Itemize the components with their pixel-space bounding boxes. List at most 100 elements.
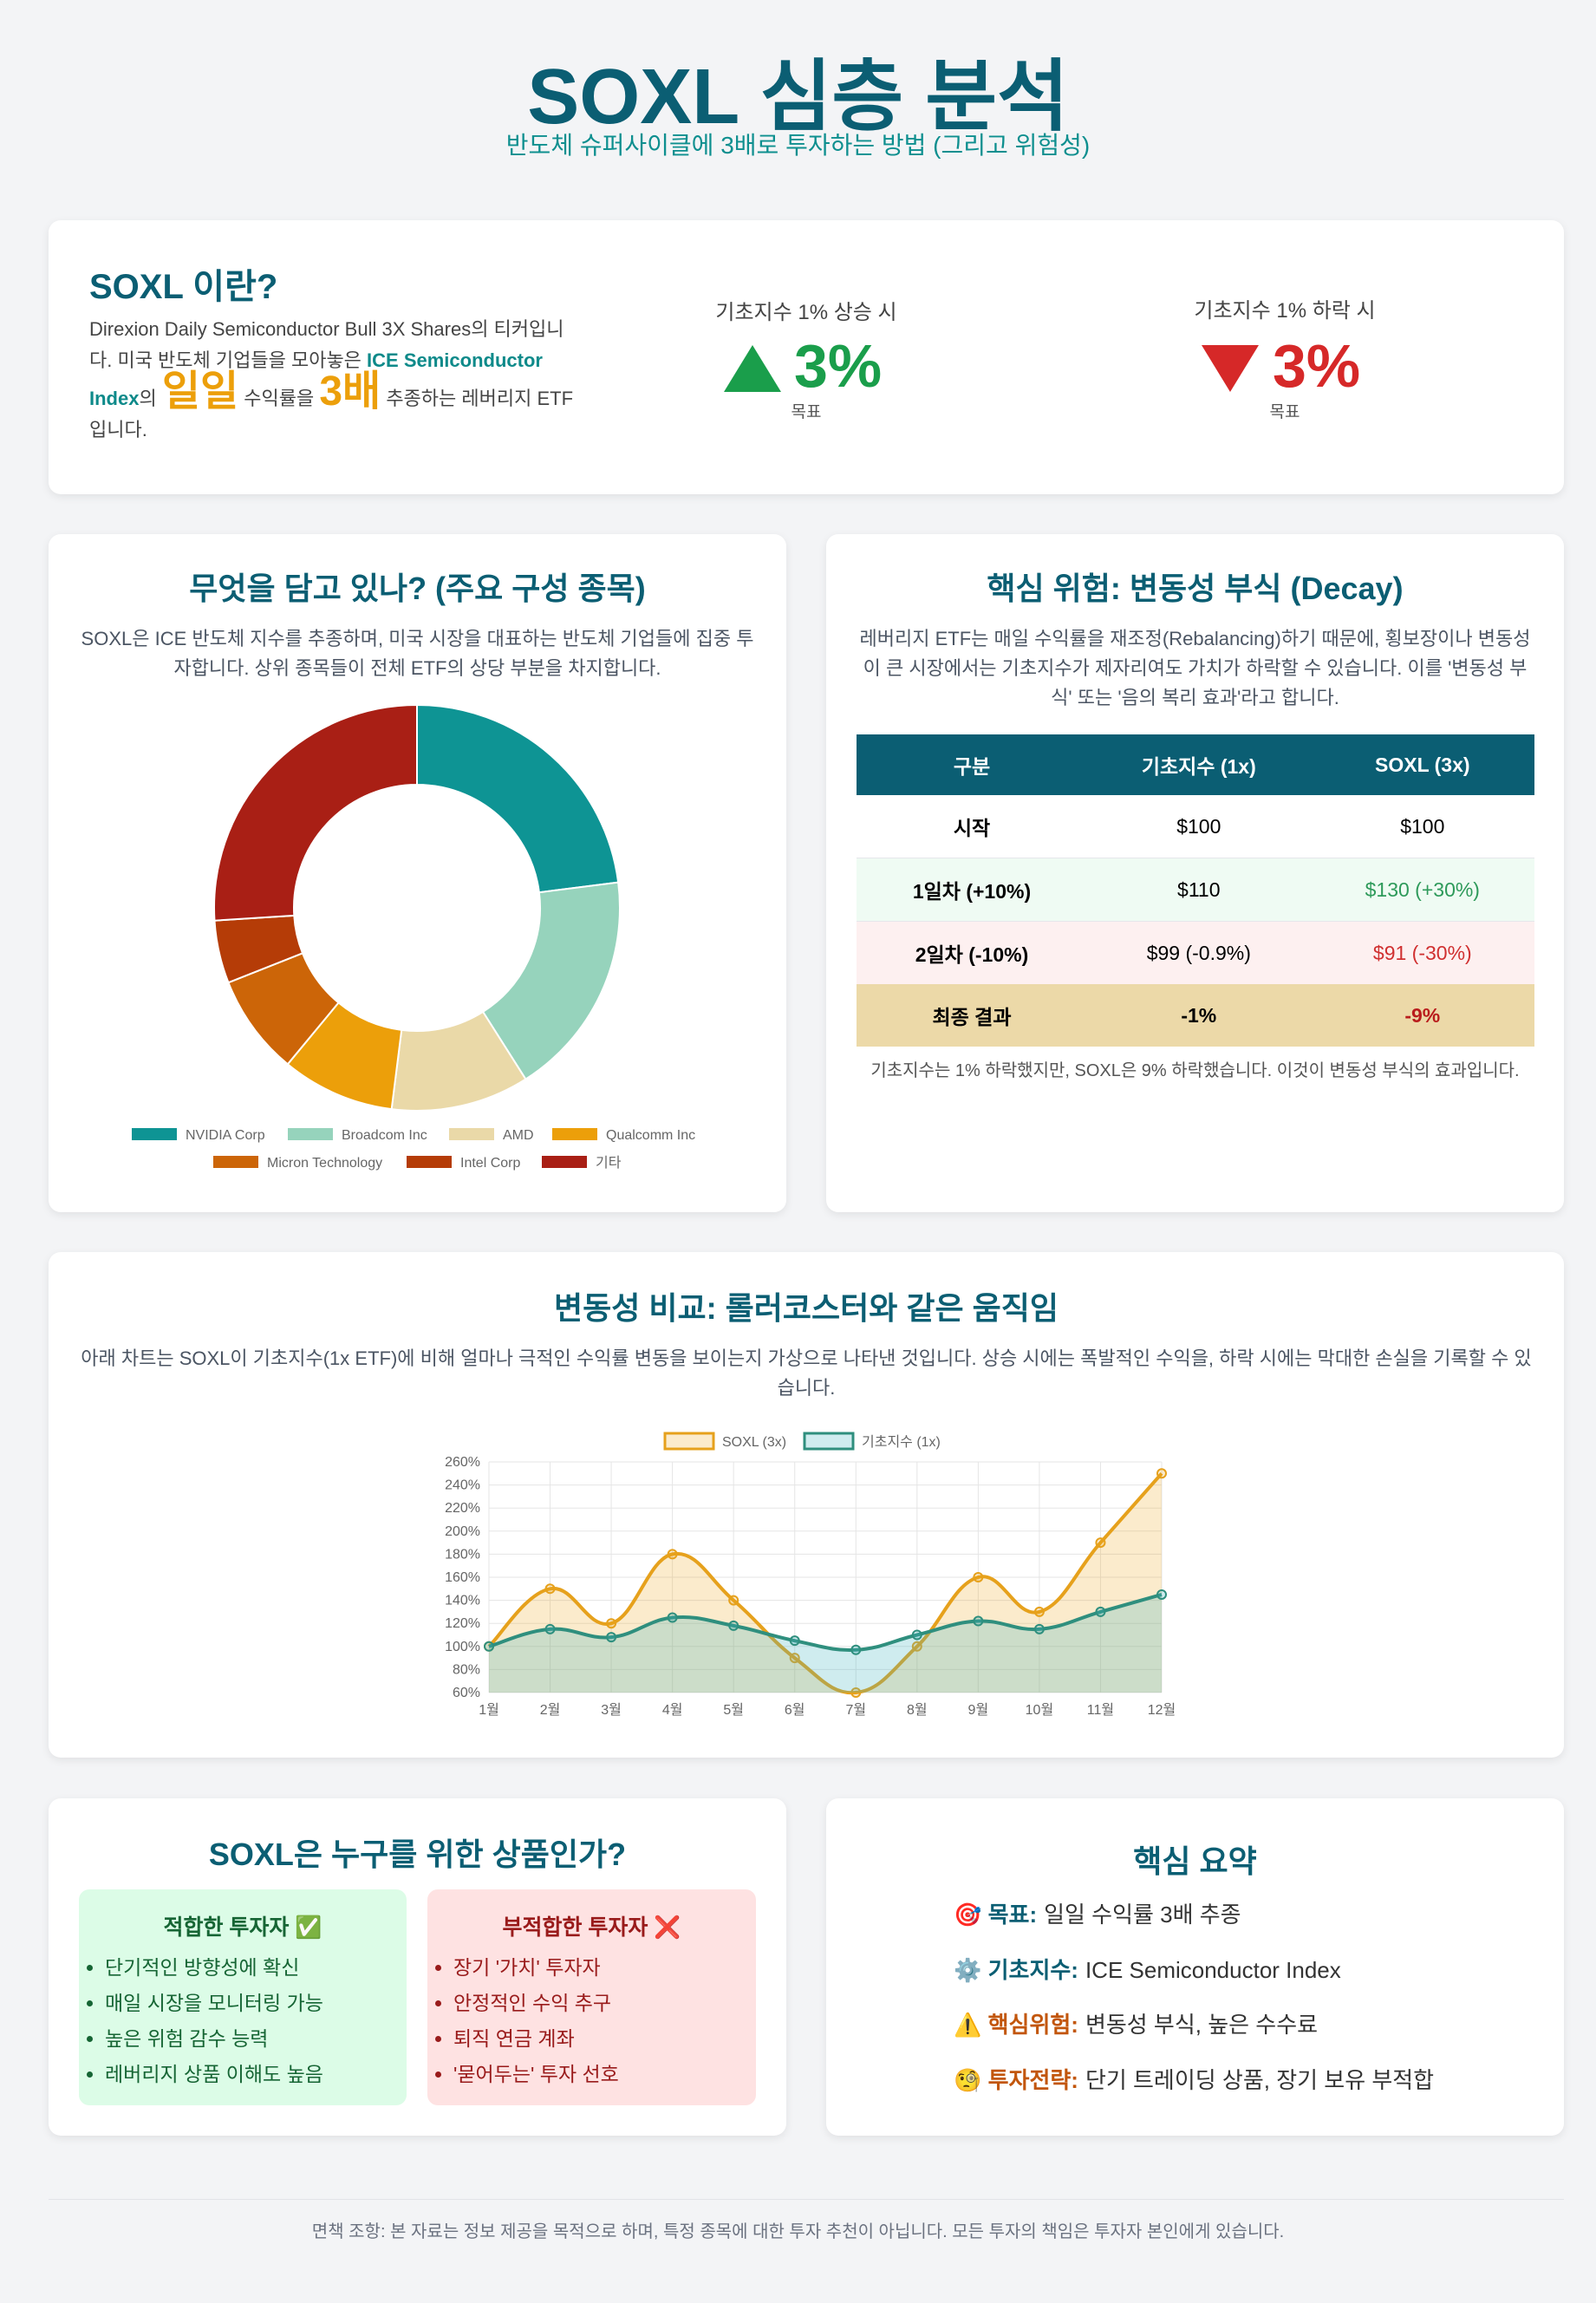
cell: 시작 — [953, 817, 991, 839]
x-tick-label: 9월 — [968, 1702, 989, 1718]
page-title: SOXL 심층 분석 — [527, 54, 1069, 140]
list-item: 장기 '가치' 투자자 — [453, 1950, 756, 1986]
cell: $130 (+30%) — [1365, 877, 1480, 901]
col-header: 기초지수 (1x) — [1086, 734, 1311, 795]
text: 변동성 부식, 높은 수수료 — [1085, 2012, 1319, 2038]
cell: $100 — [1400, 814, 1445, 838]
text: 적합한 투자자 — [163, 1915, 290, 1940]
text: Direxion Daily Semiconductor Bull 3X Sha… — [89, 318, 564, 371]
data-point — [973, 1572, 984, 1582]
text: 3배 — [319, 369, 381, 414]
up-triangle — [724, 345, 781, 392]
data-point — [1095, 1537, 1106, 1549]
list: 단기적인 방향성에 확신 매일 시장을 모니터링 가능 높은 위험 감수 능력 … — [79, 1950, 407, 2092]
down-triangle — [1202, 345, 1259, 392]
y-tick-label: 260% — [445, 1455, 480, 1470]
data-point — [1033, 1623, 1045, 1634]
legend-swatch — [542, 1156, 587, 1168]
cell: $110 — [1177, 877, 1221, 901]
data-point — [850, 1687, 862, 1698]
y-tick-label: 180% — [445, 1547, 480, 1562]
legend-label: Broadcom Inc — [342, 1128, 427, 1143]
section-text: SOXL은 ICE 반도체 지수를 추종하며, 미국 시장을 대표하는 반도체 … — [81, 628, 754, 679]
page-subtitle: 반도체 슈퍼사이클에 3배로 투자하는 방법 (그리고 위험성) — [505, 132, 1091, 159]
x-tick-label: 12월 — [1148, 1702, 1176, 1718]
section-text: 레버리지 ETF는 매일 수익률을 재조정(Rebalancing)하기 때문에… — [859, 628, 1531, 708]
legend-label: SOXL (3x) — [722, 1435, 786, 1450]
legend-label: Intel Corp — [460, 1156, 520, 1171]
section-title: 핵심 요약 — [1133, 1843, 1257, 1879]
x-tick-label: 8월 — [907, 1702, 928, 1718]
section-title: 변동성 비교: 롤러코스터와 같은 움직임 — [554, 1290, 1059, 1326]
data-point — [728, 1620, 739, 1631]
stat-note: 목표 — [791, 403, 822, 421]
decay-table-wrap: 구분 기초지수 (1x) SOXL (3x) 시작 $100 $100 1일차 (+10… — [857, 734, 1534, 1047]
text: 부적합한 투자자 — [502, 1915, 648, 1940]
stat-label: 기초지수 1% 상승 시 — [715, 301, 897, 324]
data-point — [1156, 1468, 1167, 1479]
donut-chart: NVIDIA Corp Broadcom Inc AMD Qualcomm Inc Mi… — [132, 703, 695, 1171]
box-heading: 적합한 투자자 ✅ — [79, 1910, 407, 1941]
legend-label: Micron Technology — [267, 1156, 382, 1171]
y-tick-label: 240% — [445, 1478, 480, 1493]
icon: ❌ — [654, 1915, 681, 1940]
label: 투자전략: — [987, 2067, 1078, 2093]
list-item: 안정적인 수익 추구 — [453, 1986, 756, 2021]
donut-slice — [416, 703, 620, 894]
series-line — [488, 1593, 1163, 1652]
data-point — [1156, 1589, 1167, 1600]
text: ICE Semiconductor Index — [89, 349, 543, 409]
y-tick-label: 100% — [445, 1640, 480, 1654]
summary-item: ⚙️ 기초지수: ICE Semiconductor Index — [954, 1953, 1341, 1985]
list-item: 단기적인 방향성에 확신 — [105, 1950, 407, 1986]
list: 장기 '가치' 투자자 안정적인 수익 추구 퇴직 연금 계좌 '묻어두는' 투… — [427, 1950, 756, 2092]
legend-swatch — [552, 1128, 597, 1140]
y-tick-label: 60% — [453, 1686, 480, 1700]
decay-table: 구분 기초지수 (1x) SOXL (3x) 시작 $100 $100 1일차 (+10… — [857, 734, 1534, 1047]
icon: ⚙️ — [954, 1957, 982, 1983]
col-header: 구분 — [857, 734, 1087, 795]
y-tick-label: 220% — [445, 1501, 480, 1516]
summary-card — [826, 1798, 1564, 2136]
cell: $100 — [1176, 814, 1221, 838]
data-point — [911, 1641, 922, 1652]
icon: ✅ — [295, 1915, 322, 1940]
col-header: SOXL (3x) — [1310, 734, 1534, 795]
legend-swatch — [132, 1128, 177, 1140]
list-item: 높은 위험 감수 능력 — [105, 2021, 407, 2057]
series-area — [489, 1594, 1162, 1693]
legend-label: 기타 — [596, 1155, 622, 1171]
data-point — [667, 1549, 678, 1560]
x-tick-label: 2월 — [540, 1702, 561, 1718]
series-line — [487, 1471, 1163, 1695]
list-item: 레버리지 상품 이해도 높음 — [105, 2057, 407, 2092]
cell: 1일차 (+10%) — [912, 880, 1032, 903]
intro-heading: SOXL 이란? — [89, 268, 278, 306]
list-item: 퇴직 연금 계좌 — [453, 2021, 756, 2057]
icon: ⚠️ — [954, 2012, 982, 2038]
donut-slice — [213, 703, 418, 922]
table-note: 기초지수는 1% 하락했지만, SOXL은 9% 하락했습니다. 이것이 변동성… — [870, 1061, 1520, 1080]
list-item: 매일 시장을 모니터링 가능 — [105, 1986, 407, 2021]
icon: 🧐 — [954, 2067, 982, 2093]
x-tick-label: 11월 — [1087, 1702, 1114, 1718]
data-point — [728, 1595, 739, 1606]
intro-card — [49, 220, 1564, 494]
legend-swatch — [803, 1432, 855, 1451]
legend-label: Qualcomm Inc — [606, 1128, 695, 1143]
text: 일일 — [161, 369, 239, 414]
data-point — [667, 1612, 678, 1623]
y-tick-label: 120% — [445, 1616, 480, 1631]
data-point — [484, 1641, 494, 1652]
x-tick-label: 3월 — [601, 1702, 622, 1718]
section-title: 무엇을 담고 있나? (주요 구성 종목) — [189, 571, 646, 606]
data-point — [1033, 1606, 1045, 1617]
x-tick-label: 1월 — [479, 1702, 499, 1718]
stat-label: 기초지수 1% 하락 시 — [1194, 299, 1376, 323]
stat-note: 목표 — [1269, 403, 1300, 421]
x-tick-label: 4월 — [662, 1702, 683, 1718]
y-tick-label: 200% — [445, 1524, 480, 1539]
text: 단기 트레이딩 상품, 장기 보유 부적합 — [1085, 2067, 1435, 2093]
summary-item: ⚠️ 핵심위험: 변동성 부식, 높은 수수료 — [954, 2007, 1318, 2039]
text: 수익률을 — [238, 388, 320, 409]
